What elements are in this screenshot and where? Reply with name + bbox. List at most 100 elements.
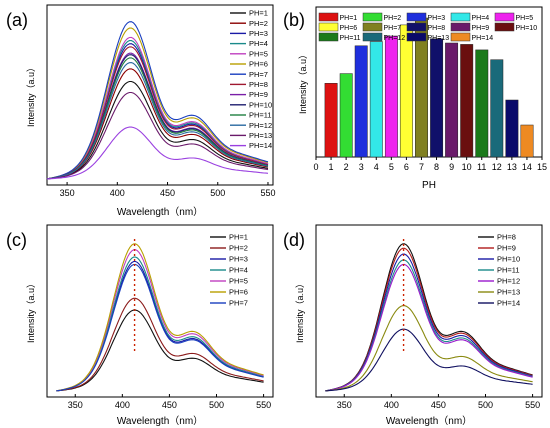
panel-a-legend-label-ph-3: PH=3 — [249, 29, 268, 38]
panel-a-xtick-label-450: 450 — [160, 188, 175, 198]
panel-c-legend: PH=1 PH=2 PH=3 PH=4 PH=5 PH=6 PH=7 — [210, 233, 248, 308]
panel-a-xticks: 350 400 450 500 550 — [60, 182, 275, 198]
panel-c-series-ph-6 — [56, 243, 264, 392]
panel-a-xtick-label-350: 350 — [60, 188, 75, 198]
panel-b-legend-label-ph-13: PH=13 — [428, 35, 450, 42]
panel-b-xtick-label-8: 8 — [434, 162, 439, 172]
panel-c-legend-label-ph-2: PH=2 — [229, 244, 248, 253]
panel-b-legend-label-ph-5: PH=5 — [516, 15, 534, 22]
panel-c-xticks: 350 400 450 500 550 — [68, 394, 271, 410]
panel-b-bar-ph-4 — [369, 41, 383, 158]
panel-b-xtick-label-11: 11 — [477, 162, 486, 172]
panel-b-bar-ph-8 — [430, 38, 444, 158]
panel-a-series-ph-14 — [46, 126, 269, 180]
panel-b-legend-swatch-ph-5 — [494, 12, 515, 22]
panel-d-legend: PH=8 PH=9 PH=10 PH=11 PH=12 PH=13 PH=14 — [478, 233, 520, 308]
panel-b-legend: PH=1 PH=2 PH=3 PH=4 PH=5 PH=6 PH=7 PH=8 PH=9 PH=1… — [318, 12, 537, 42]
panel-c-series-ph-2 — [56, 297, 264, 392]
panel-a-legend-label-ph-1: PH=1 — [249, 9, 268, 18]
panel-b-xtick-label-12: 12 — [492, 162, 502, 172]
panel-c-xtick-label-550: 550 — [256, 400, 271, 410]
panel-c-curves — [56, 239, 264, 392]
panel-b-legend-label-ph-3: PH=3 — [428, 15, 446, 22]
panel-b-xtick-label-10: 10 — [462, 162, 472, 172]
panel-b-legend-swatch-ph-7 — [362, 22, 383, 32]
panel-d-frame — [315, 224, 543, 398]
panel-c-legend-label-ph-6: PH=6 — [229, 288, 248, 297]
panel-b-xtick-label-2: 2 — [344, 162, 349, 172]
panel-d-series-ph-14 — [325, 328, 533, 392]
panel-b-legend-swatch-ph-13 — [406, 32, 427, 42]
panel-b-xtick-label-7: 7 — [419, 162, 424, 172]
panel-b-legend-swatch-ph-6 — [318, 22, 339, 32]
panel-b-xlabel: PH — [422, 180, 436, 191]
panel-a-series-ph-1 — [46, 80, 269, 180]
panel-c-xlabel: Wavelength（nm） — [117, 415, 203, 427]
panel-a-ylabel: Intensity（a.u） — [26, 63, 36, 127]
panel-d-xticks: 350 400 450 500 550 — [337, 394, 540, 410]
panel-a-series-ph-13 — [46, 91, 269, 180]
panel-a-legend-label-ph-7: PH=7 — [249, 70, 268, 79]
panel-a-legend-label-ph-11: PH=11 — [249, 111, 272, 120]
panel-a-series-ph-12 — [46, 62, 269, 180]
panel-b-legend-label-ph-14: PH=14 — [472, 35, 494, 42]
panel-b-legend-label-ph-12: PH=12 — [384, 35, 406, 42]
panel-a-series-ph-2 — [46, 68, 269, 180]
panel-b: (b) Intensity（a.u） PH 0 1 2 3 4 5 6 7 8 9 10 11 12 13… — [283, 6, 547, 191]
panel-d-legend-label-ph-9: PH=9 — [497, 244, 516, 253]
panel-b-legend-label-ph-4: PH=4 — [472, 15, 490, 22]
panel-b-xtick-label-14: 14 — [522, 162, 532, 172]
panel-b-bar-ph-3 — [354, 45, 368, 158]
panel-c-legend-label-ph-4: PH=4 — [229, 266, 248, 275]
panel-c-label: (c) — [6, 230, 27, 250]
panel-d-series-ph-12 — [325, 263, 533, 392]
panel-a-legend-label-ph-12: PH=12 — [249, 121, 272, 130]
panel-c-legend-label-ph-1: PH=1 — [229, 233, 248, 242]
panel-a-legend-label-ph-8: PH=8 — [249, 80, 268, 89]
panel-b-bars — [324, 17, 534, 158]
panel-b-bar-ph-5 — [384, 35, 398, 158]
panel-a-xtick-label-500: 500 — [210, 188, 225, 198]
panel-d-xtick-label-400: 400 — [384, 400, 399, 410]
panel-a-legend-label-ph-13: PH=13 — [249, 131, 272, 140]
panel-c-series-ph-1 — [56, 309, 264, 392]
panel-b-bar-ph-2 — [339, 73, 353, 158]
panel-b-xtick-label-3: 3 — [359, 162, 364, 172]
panel-a-curves — [46, 21, 269, 180]
panel-b-legend-label-ph-6: PH=6 — [340, 25, 358, 32]
panel-c-legend-label-ph-7: PH=7 — [229, 299, 248, 308]
panel-b-frame — [315, 6, 543, 158]
panel-c-ylabel: Intensity（a.u） — [26, 279, 36, 343]
panel-b-legend-swatch-ph-11 — [318, 32, 339, 42]
panel-b-legend-swatch-ph-14 — [450, 32, 471, 42]
panel-b-legend-label-ph-1: PH=1 — [340, 15, 358, 22]
panel-c-xtick-label-400: 400 — [115, 400, 130, 410]
panel-a-legend-label-ph-4: PH=4 — [249, 39, 268, 48]
panel-d-xtick-label-350: 350 — [337, 400, 352, 410]
panel-b-legend-label-ph-9: PH=9 — [472, 25, 490, 32]
panel-b-ylabel: Intensity（a.u） — [298, 50, 308, 114]
panel-b-legend-label-ph-2: PH=2 — [384, 15, 402, 22]
panel-b-bar-ph-10 — [460, 44, 474, 158]
panel-c-frame — [46, 224, 274, 398]
panel-c: (c) Intensity（a.u） Wavelength（nm） 350 400… — [6, 224, 274, 427]
panel-b-bar-ph-9 — [445, 42, 459, 158]
panel-d-xlabel: Wavelength（nm） — [386, 415, 472, 427]
panel-a-label: (a) — [6, 10, 28, 30]
panel-b-legend-swatch-ph-12 — [362, 32, 383, 42]
panel-d-xtick-label-450: 450 — [431, 400, 446, 410]
panel-a-legend-label-ph-6: PH=6 — [249, 60, 268, 69]
panel-a-legend-label-ph-9: PH=9 — [249, 90, 268, 99]
panel-b-xtick-label-9: 9 — [449, 162, 454, 172]
panel-d-legend-label-ph-11: PH=11 — [497, 266, 520, 275]
panel-a-series-ph-5 — [46, 36, 269, 180]
panel-c-xtick-label-350: 350 — [68, 400, 83, 410]
panel-a-legend-label-ph-10: PH=10 — [249, 100, 272, 109]
panel-a-xtick-label-400: 400 — [110, 188, 125, 198]
panel-b-bar-ph-11 — [475, 49, 489, 158]
panel-b-legend-swatch-ph-2 — [362, 12, 383, 22]
panel-d-legend-label-ph-13: PH=13 — [497, 288, 520, 297]
panel-b-bar-ph-13 — [505, 99, 519, 158]
panel-d-legend-label-ph-12: PH=12 — [497, 277, 520, 286]
